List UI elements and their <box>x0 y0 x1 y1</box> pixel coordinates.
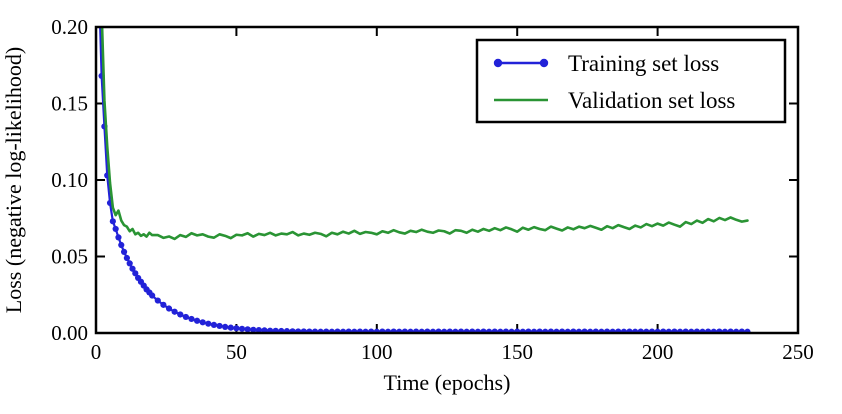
x-tick-label: 150 <box>501 340 533 364</box>
training-loss-marker <box>267 327 274 333</box>
training-loss-marker <box>182 313 189 321</box>
x-tick-label: 250 <box>782 340 814 364</box>
training-marker-swatch-right <box>539 58 549 68</box>
legend-entry-validation: Validation set loss <box>494 88 735 113</box>
y-tick-label: 0.00 <box>51 321 88 345</box>
legend-label-training: Training set loss <box>568 51 719 76</box>
y-tick-label: 0.10 <box>51 168 88 192</box>
training-loss-marker <box>216 322 223 330</box>
training-loss-marker <box>171 308 178 315</box>
validation-loss-curve <box>100 27 749 241</box>
training-loss-marker <box>188 315 195 323</box>
training-loss-marker <box>160 301 167 308</box>
training-loss-marker <box>227 324 234 331</box>
plot-frame <box>94 25 800 335</box>
x-tick-label: 200 <box>642 340 674 364</box>
training-loss-marker <box>255 326 262 333</box>
x-tick-label: 50 <box>226 340 247 364</box>
training-loss-marker <box>244 326 251 333</box>
training-loss-marker <box>261 327 268 333</box>
training-loss-marker <box>177 311 184 318</box>
axis-tick-labels: 0 50 100 150 200 250 0.00 0.05 0.10 0.15 0.20 <box>51 15 814 364</box>
training-loss-marker <box>118 241 125 249</box>
training-loss-marker <box>233 325 240 332</box>
x-tick-label: 100 <box>361 340 393 364</box>
legend: Training set loss Validation set loss <box>475 38 787 124</box>
training-loss-marker <box>199 319 206 326</box>
training-loss-marker <box>115 234 122 241</box>
y-tick-label: 0.05 <box>51 245 88 269</box>
training-loss-marker <box>210 321 218 328</box>
training-loss-marker <box>154 297 161 304</box>
x-axis-label: Time (epochs) <box>384 370 511 395</box>
training-loss-marker <box>272 327 279 333</box>
y-tick-label: 0.20 <box>51 15 88 39</box>
training-loss-marker <box>132 270 139 277</box>
training-loss-marker <box>193 317 201 324</box>
legend-entry-training: Training set loss <box>493 51 719 76</box>
training-loss-marker <box>129 265 136 272</box>
y-tick-label: 0.15 <box>51 92 88 116</box>
training-loss-marker <box>120 248 128 256</box>
training-loss-marker <box>109 218 116 225</box>
legend-box <box>475 38 787 124</box>
training-loss-marker <box>250 326 257 333</box>
x-tick-label: 0 <box>91 340 102 364</box>
training-loss-marker <box>149 292 156 299</box>
training-loss-marker <box>123 254 130 262</box>
y-axis-label: Loss (negative log-likelihood) <box>1 47 26 313</box>
training-loss-marker <box>222 323 229 330</box>
training-loss-marker <box>238 325 246 332</box>
training-loss-marker <box>126 260 133 267</box>
training-marker-swatch-left <box>493 58 503 68</box>
training-loss-marker <box>112 225 119 233</box>
legend-label-validation: Validation set loss <box>568 88 735 113</box>
training-loss-marker <box>165 305 173 312</box>
training-loss-marker <box>205 320 212 327</box>
training-loss-marker <box>278 327 285 333</box>
